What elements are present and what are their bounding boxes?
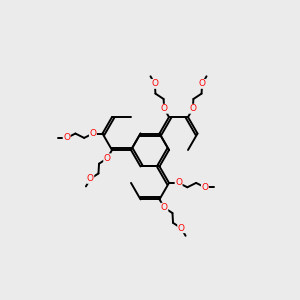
Text: O: O [199,80,206,88]
Text: O: O [178,224,185,233]
Text: O: O [63,134,70,142]
Text: O: O [175,178,182,188]
Text: O: O [161,203,168,212]
Text: O: O [104,154,111,163]
Text: O: O [161,104,168,113]
Text: O: O [189,104,196,113]
Text: O: O [201,183,208,192]
Text: O: O [87,174,94,183]
Text: O: O [152,80,158,88]
Text: O: O [89,129,96,138]
